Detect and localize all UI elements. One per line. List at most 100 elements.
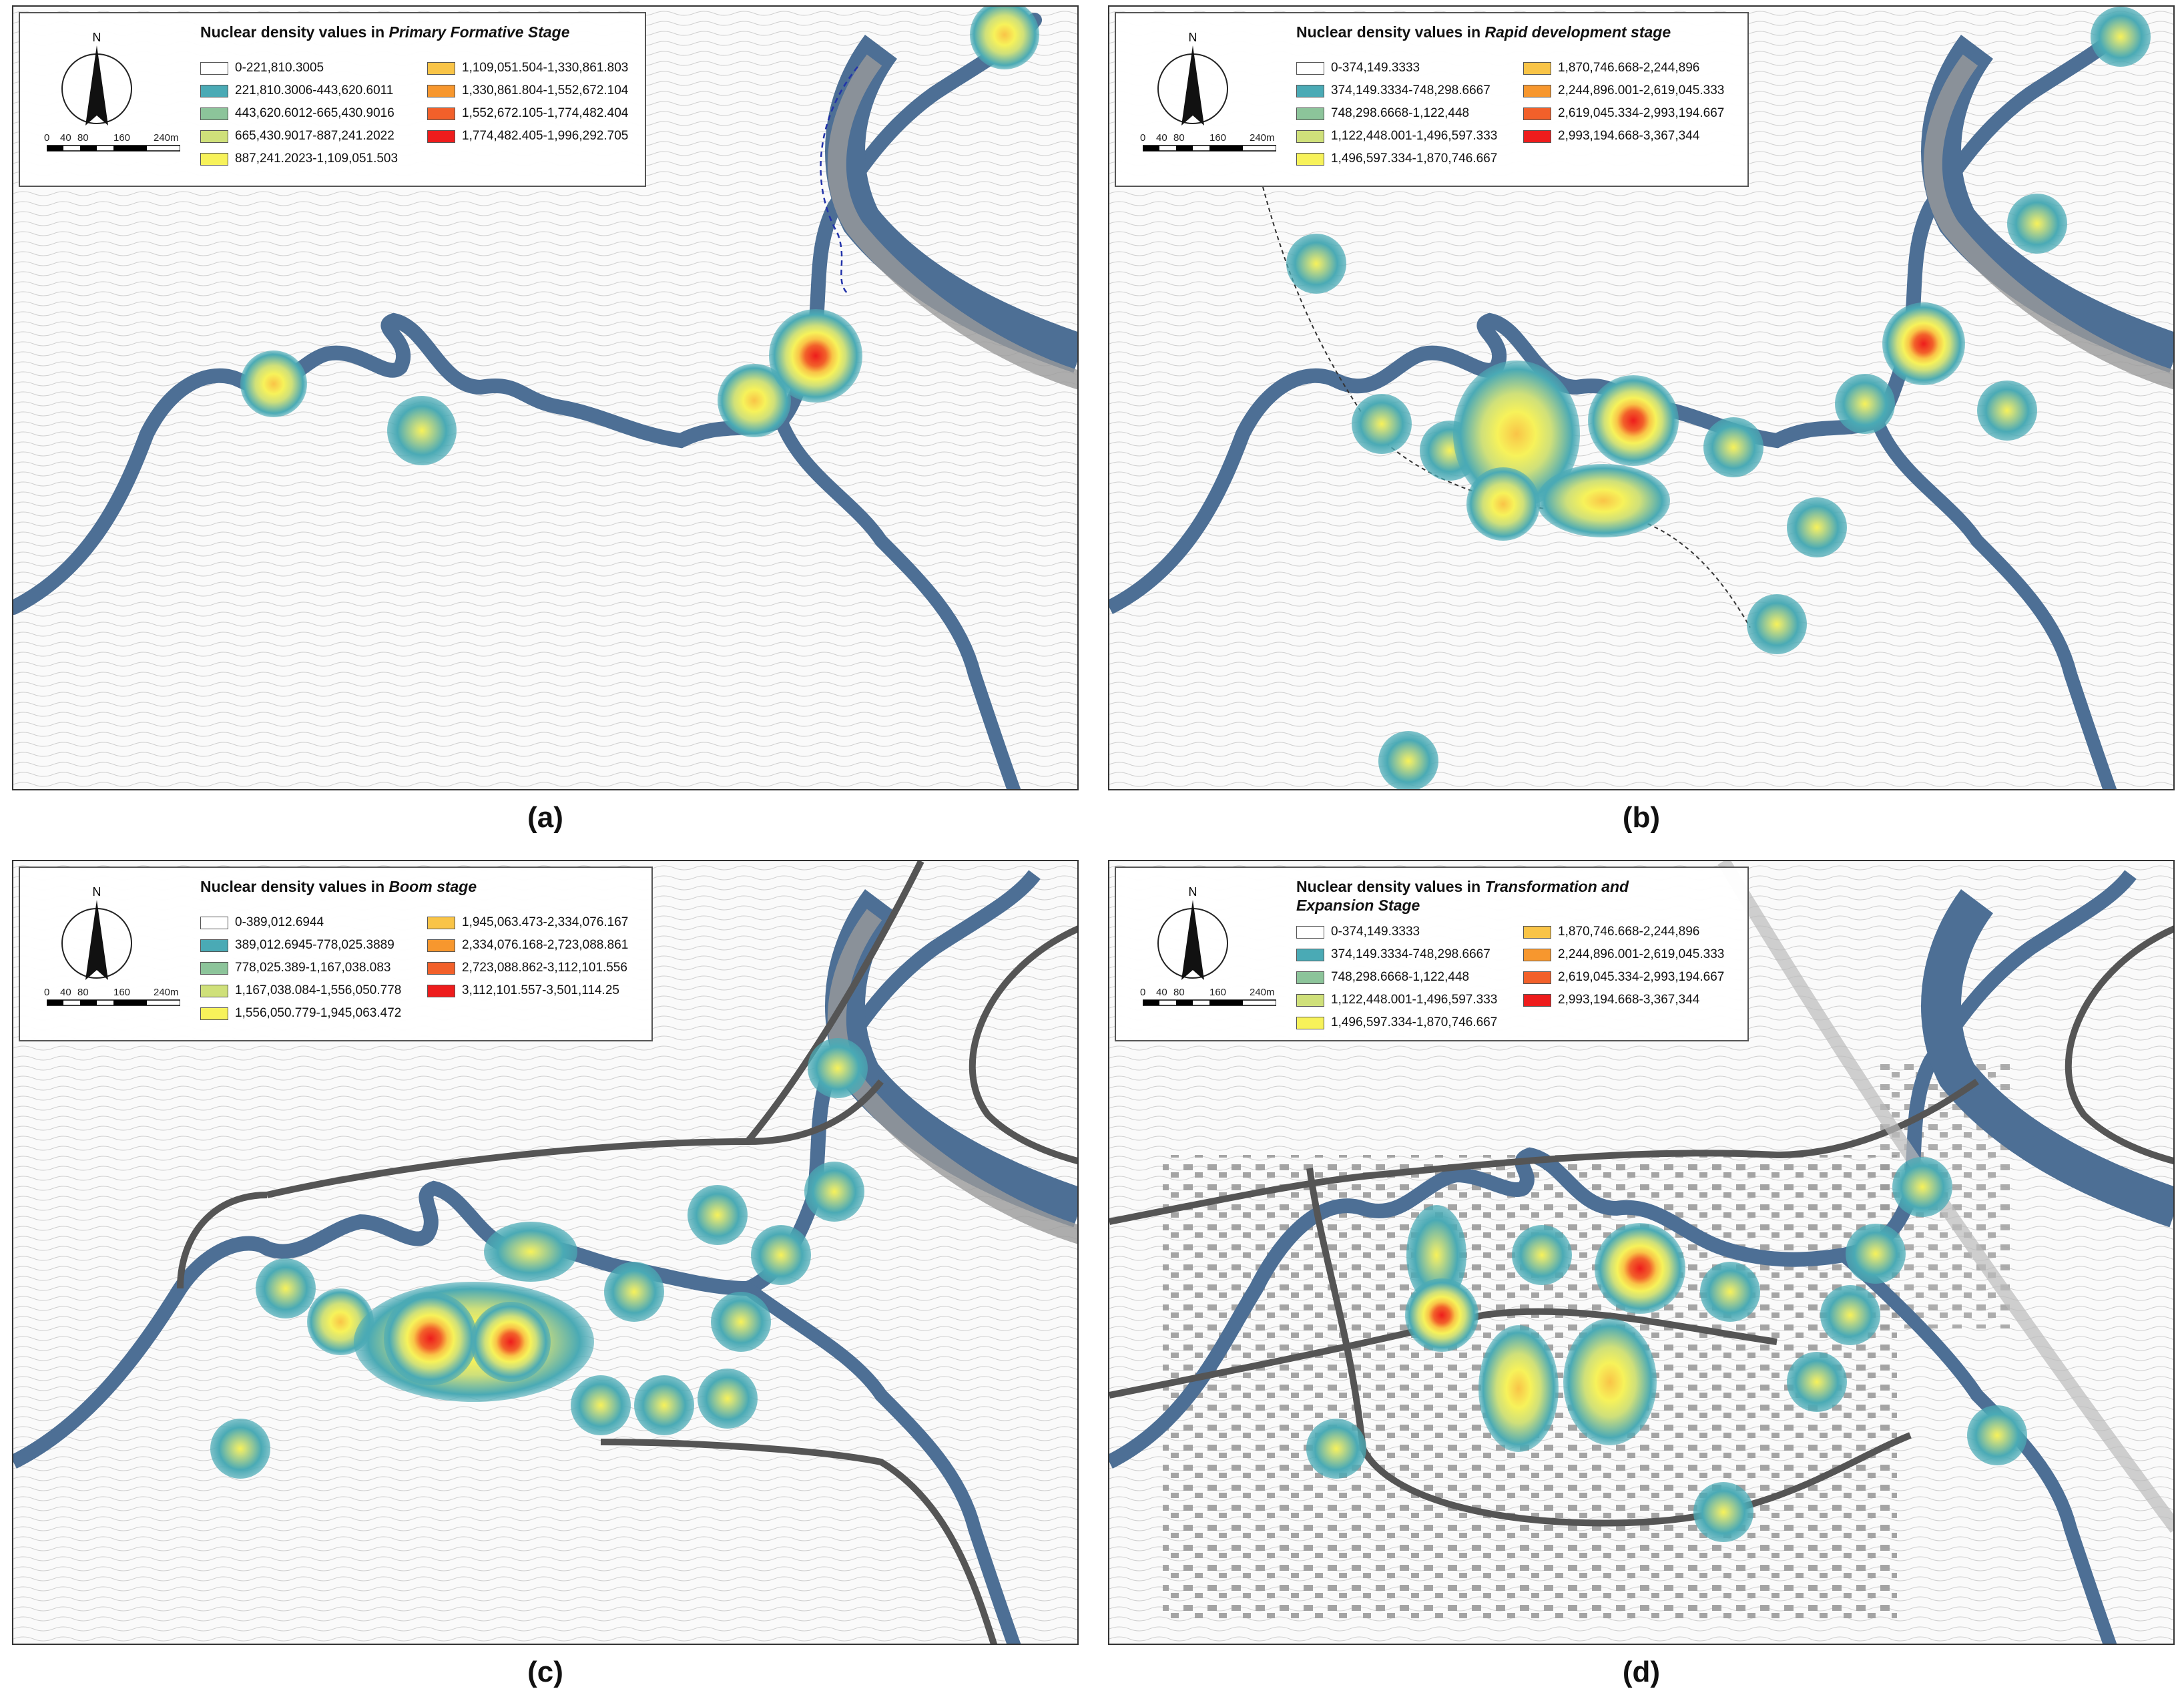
legend-swatch bbox=[1296, 152, 1324, 166]
hotspot bbox=[718, 364, 791, 437]
scale-tick: 0 bbox=[1140, 132, 1146, 144]
legend-item: 1,330,861.804-1,552,672.104 bbox=[427, 83, 628, 99]
legend-swatch bbox=[200, 107, 228, 120]
hotspot bbox=[1747, 594, 1807, 654]
map-panel-b: N 0 40 80 160 240m Nuclear density value… bbox=[1108, 5, 2175, 790]
legend-swatch bbox=[200, 84, 228, 97]
road-highway bbox=[827, 909, 1077, 1244]
scale-tick: 0 bbox=[44, 987, 50, 998]
hotspot bbox=[1693, 1482, 1753, 1542]
legend-item: 1,870,746.668-2,244,896 bbox=[1523, 60, 1699, 76]
scale-tick: 40 bbox=[1156, 132, 1167, 144]
hotspot bbox=[1453, 360, 1580, 507]
hotspot bbox=[698, 1369, 758, 1429]
legend-swatch bbox=[427, 84, 455, 97]
legend-swatch bbox=[427, 961, 455, 975]
hotspot bbox=[484, 1222, 577, 1282]
road-main bbox=[177, 1192, 268, 1289]
legend-item: 0-389,012.6944 bbox=[200, 915, 324, 931]
road-highway bbox=[827, 54, 1077, 390]
legend-item: 748,298.6668-1,122,448 bbox=[1296, 969, 1469, 985]
legend-swatch bbox=[1523, 948, 1551, 961]
legend-swatch bbox=[427, 107, 455, 120]
scale-tick: 80 bbox=[1173, 132, 1185, 144]
legend-item: 389,012.6945-778,025.3889 bbox=[200, 937, 394, 953]
legend-item: 3,112,101.557-3,501,114.25 bbox=[427, 983, 619, 999]
hotspot bbox=[604, 1262, 664, 1322]
legend-swatch bbox=[1296, 948, 1324, 961]
hotspot bbox=[1286, 234, 1346, 294]
hotspot bbox=[1466, 467, 1540, 541]
legend-item: 1,167,038.084-1,556,050.778 bbox=[200, 983, 401, 999]
legend-item: 2,619,045.334-2,993,194.667 bbox=[1523, 969, 1724, 985]
legend-swatch bbox=[427, 939, 455, 952]
scale-tick: 80 bbox=[77, 132, 89, 144]
road-main bbox=[1109, 1308, 1778, 1399]
scale-tick: 240m bbox=[154, 987, 179, 998]
legend-a: N 0 40 80 160 240m Nuclear density value… bbox=[19, 12, 646, 187]
legend-item: 2,993,194.668-3,367,344 bbox=[1523, 128, 1699, 144]
scale-tick: 40 bbox=[60, 987, 71, 998]
legend-swatch bbox=[200, 130, 228, 143]
legend-item: 443,620.6012-665,430.9016 bbox=[200, 105, 394, 122]
hotspot bbox=[387, 396, 457, 465]
legend-item: 2,619,045.334-2,993,194.667 bbox=[1523, 105, 1724, 122]
hotspot bbox=[1563, 1318, 1657, 1445]
scale-tick: 240m bbox=[1250, 987, 1275, 998]
hotspot bbox=[1378, 731, 1438, 789]
road-main bbox=[600, 1439, 997, 1644]
river-bend bbox=[1921, 889, 2173, 1228]
road-main bbox=[2065, 925, 2173, 1165]
legend-item: 1,552,672.105-1,774,482.404 bbox=[427, 105, 628, 122]
hotspot bbox=[1787, 1352, 1847, 1412]
legend-swatch bbox=[1296, 107, 1324, 120]
hotspot bbox=[240, 350, 307, 417]
hotspot bbox=[1882, 302, 1965, 385]
hotspot bbox=[1405, 1278, 1478, 1352]
compass-icon: N bbox=[1156, 31, 1230, 136]
hotspot bbox=[970, 7, 1039, 69]
scale-bar-icon bbox=[1143, 145, 1276, 152]
hotspot bbox=[210, 1419, 270, 1479]
panel-caption: (a) bbox=[527, 801, 563, 834]
legend-item: 2,244,896.001-2,619,045.333 bbox=[1523, 947, 1724, 963]
scale-tick: 240m bbox=[1250, 132, 1275, 144]
hotspot bbox=[1787, 497, 1847, 557]
map-panel-d: N 0 40 80 160 240m Nuclear density value… bbox=[1108, 860, 2175, 1645]
legend-swatch bbox=[427, 61, 455, 75]
scale-tick: 80 bbox=[1173, 987, 1185, 998]
legend-title: Nuclear density values in Primary Format… bbox=[200, 23, 570, 41]
legend-item: 0-221,810.3005 bbox=[200, 60, 324, 76]
legend-item: 374,149.3334-748,298.6667 bbox=[1296, 947, 1490, 963]
legend-swatch bbox=[200, 939, 228, 952]
legend-swatch bbox=[1523, 993, 1551, 1007]
svg-text:N: N bbox=[1189, 887, 1197, 899]
hotspot bbox=[2007, 194, 2067, 254]
legend-item: 374,149.3334-748,298.6667 bbox=[1296, 83, 1490, 99]
legend-swatch bbox=[427, 984, 455, 997]
legend-swatch bbox=[1296, 1016, 1324, 1029]
hotspot bbox=[1703, 417, 1763, 477]
hotspot bbox=[688, 1185, 748, 1245]
legend-item: 748,298.6668-1,122,448 bbox=[1296, 105, 1469, 122]
scale-tick: 240m bbox=[154, 132, 179, 144]
legend-title: Nuclear density values in Boom stage bbox=[200, 878, 477, 895]
legend-item: 1,109,051.504-1,330,861.803 bbox=[427, 60, 628, 76]
panel-caption: (c) bbox=[527, 1656, 563, 1688]
legend-item: 887,241.2023-1,109,051.503 bbox=[200, 151, 398, 167]
legend-title: Nuclear density values in Rapid developm… bbox=[1296, 23, 1671, 41]
hotspot bbox=[1820, 1285, 1880, 1345]
legend-swatch bbox=[200, 916, 228, 929]
hotspot bbox=[2091, 7, 2151, 67]
scale-tick: 0 bbox=[1140, 987, 1146, 998]
legend-item: 1,945,063.473-2,334,076.167 bbox=[427, 915, 628, 931]
hotspot bbox=[1892, 1157, 1952, 1217]
river-tributary bbox=[744, 1282, 1021, 1644]
hotspot bbox=[1846, 1224, 1906, 1284]
legend-item: 1,496,597.334-1,870,746.667 bbox=[1296, 1015, 1497, 1031]
legend-item: 1,556,050.779-1,945,063.472 bbox=[200, 1005, 401, 1021]
compass-icon: N bbox=[60, 885, 133, 990]
legend-swatch bbox=[1523, 61, 1551, 75]
legend-swatch bbox=[200, 152, 228, 166]
hotspot bbox=[1478, 1325, 1559, 1452]
